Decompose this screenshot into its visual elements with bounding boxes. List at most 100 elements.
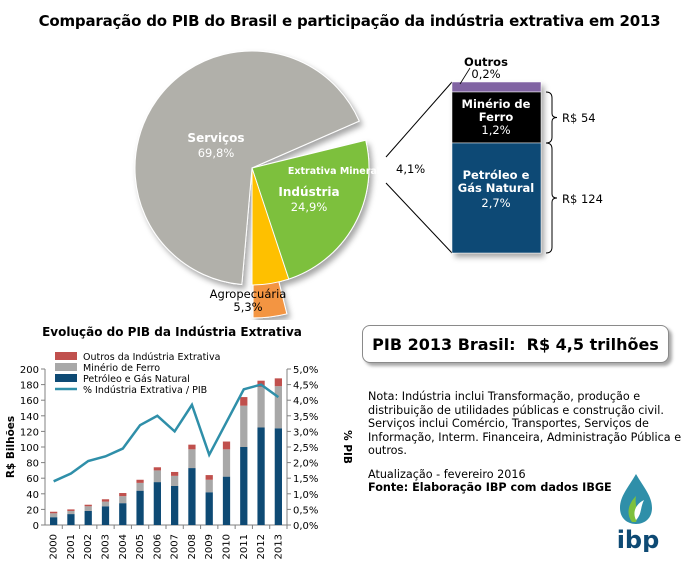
bar-2008-s1 [188,449,196,469]
pie-slice-agropecu-ria [251,167,290,286]
y2-tick-label: 2,0% [293,459,318,470]
bar-2006-s0 [153,482,161,525]
bar-2008-s0 [188,468,196,525]
line-series-pct [53,383,280,483]
y-tick-label: 60 [26,474,39,485]
bar-2001-s2 [67,509,75,511]
y-tick-label: 0 [33,521,39,532]
bar-2000-s0 [50,517,58,525]
x-tick-label: 2010 [222,534,233,559]
bar-2001-s0 [67,514,75,525]
bar-2009-s1 [205,479,213,493]
summary-value: R$ 4,5 trilhões [526,334,659,354]
y-tick-label: 140 [20,412,39,423]
bar-2012-s0 [257,427,265,525]
bar-2000-s1 [50,513,58,518]
bar-2010-s1 [222,449,231,477]
y2-tick-label: 5,0% [293,365,318,376]
legend-swatch [55,374,77,382]
y2-tick-label: 0,0% [293,521,318,532]
pie-slices [134,50,370,319]
bar-2006-s2 [153,467,161,471]
y-tick-label: 20 [26,505,39,516]
stack-label-petroleo-2: Gás Natural [458,181,535,195]
bar-2006-s1 [153,470,161,483]
stack-value-minerio: 1,2% [481,123,510,137]
connector-line-top [385,81,453,158]
bar-2011-s0 [240,447,248,525]
bar-2004-s0 [119,503,127,525]
x-tick-label: 2002 [83,534,94,559]
y2-tick-label: 4,5% [293,381,318,392]
bar-2004-s2 [119,493,127,497]
x-tick-label: 2004 [118,534,129,559]
stack-label-outros: Outros [464,55,508,69]
x-tick-label: 2011 [239,534,250,559]
x-tick-label: 2013 [273,534,284,559]
legend-swatch [55,352,77,360]
y-tick-label: 180 [20,381,39,392]
pie-slice-ind-stria [251,139,370,281]
stack-leader-outros [459,67,471,85]
y2-tick-label: 3,5% [293,412,318,423]
pie-value-extrativa: 4,1% [396,162,425,176]
bar-2007-s0 [171,486,179,525]
bracket-label-minerio: R$ 54 [562,111,596,125]
stack-segment-2 [451,142,542,254]
stack-label-minerio-2: Ferro [479,110,514,124]
bar-2013-s1 [274,386,282,429]
y2-tick-label: 2,5% [293,443,318,454]
note-text: Nota: Indústria inclui Transformação, pr… [368,390,682,457]
bar-2004-s1 [119,496,127,504]
bar-2013-s0 [274,428,282,525]
bar-line-chart: Evolução do PIB da Indústria Extrativa02… [5,325,353,559]
bar-2002-s1 [84,506,92,511]
ibp-logo: ibp [606,472,670,554]
y2-axis-label: % PIB [341,430,353,464]
y2-tick-label: 3,0% [293,427,318,438]
y-tick-label: 120 [20,427,39,438]
bar-2011-s2 [240,397,248,406]
stack-bar [451,81,542,254]
drop-icon [620,474,652,524]
y2-tick-label: 0,5% [293,505,318,516]
legend-label: % Indústria Extrativa / PIB [83,385,207,396]
bar-2009-s0 [205,492,213,525]
pie-slice-servi-os [134,50,360,286]
logo-text: ibp [617,526,660,552]
bracket-minerio [545,91,558,144]
pie-label-extrativa: Extrativa Mineral [288,166,380,177]
y-tick-label: 160 [20,396,39,407]
bar-chart-title: Evolução do PIB da Indústria Extrativa [42,325,302,339]
stack-label-minerio-1: Minério de [462,97,531,111]
bar-2010-s2 [222,441,231,450]
bar-2009-s2 [205,475,213,480]
y2-tick-label: 1,0% [293,490,318,501]
x-tick-label: 2007 [170,534,181,559]
bar-2011-s1 [240,405,248,447]
x-tick-label: 2000 [49,534,60,559]
main-title: Comparação do PIB do Brasil e participaç… [38,12,661,30]
x-tick-label: 2012 [256,534,267,559]
bar-2001-s1 [67,510,75,515]
y-axis-label: R$ Bilhões [5,416,17,478]
y-tick-label: 40 [26,490,39,501]
bar-2002-s2 [84,504,92,507]
x-tick-label: 2005 [135,534,146,559]
source-text: Fonte: Elaboração IBP com dados IBGE [368,481,612,494]
bracket-petroleo [545,142,558,254]
x-tick-label: 2006 [152,534,163,559]
pie-value-agropecuaria: 5,3% [233,300,262,314]
bar-2003-s0 [101,506,110,525]
bar-2008-s2 [188,444,196,450]
pie-label-servicos: Serviços [187,131,244,145]
y2-tick-label: 4,0% [293,396,318,407]
pie-value-industria: 24,9% [291,200,328,214]
stack-value-petroleo: 2,7% [481,196,510,210]
bar-2005-s0 [136,490,144,525]
pie-value-servicos: 69,8% [198,146,235,160]
summary-box: PIB 2013 Brasil: R$ 4,5 trilhões [362,325,669,363]
y2-tick-label: 1,5% [293,474,318,485]
